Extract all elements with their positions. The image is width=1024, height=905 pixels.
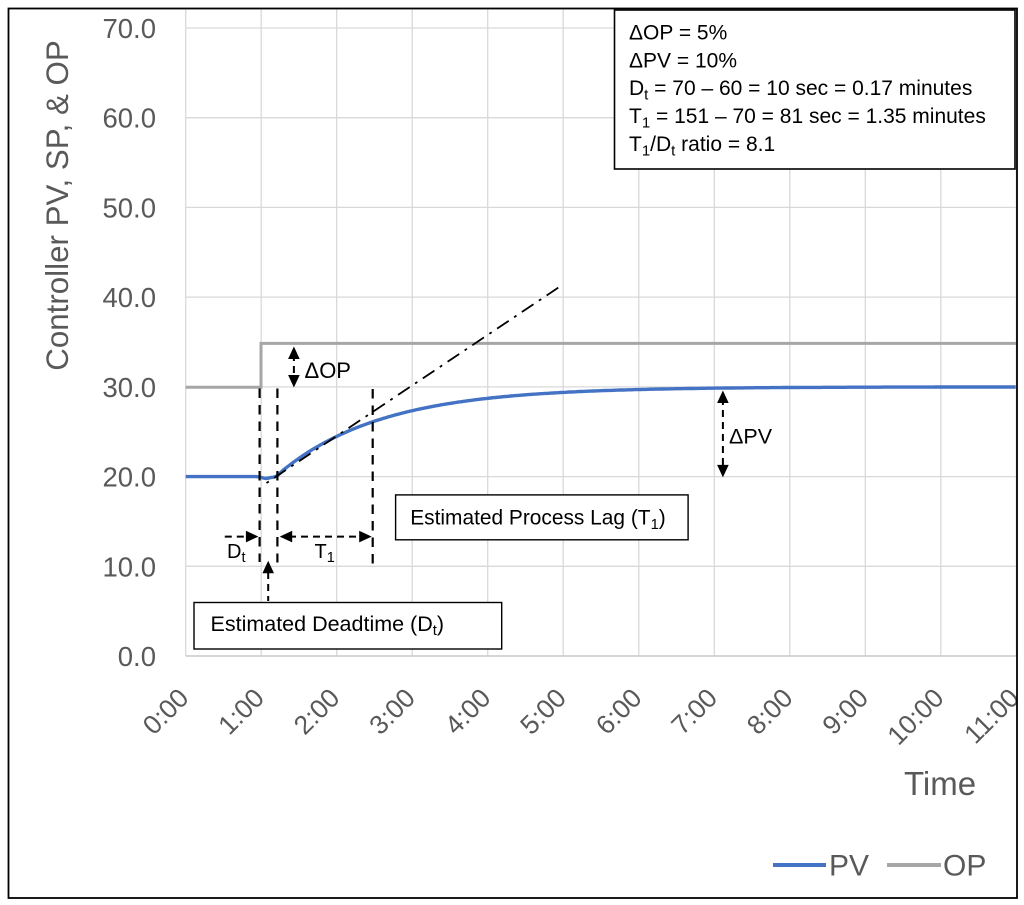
svg-text:ΔPV = 10%: ΔPV = 10% <box>629 50 737 73</box>
svg-text:Dt: Dt <box>227 541 245 566</box>
svg-text:20.0: 20.0 <box>102 462 156 493</box>
svg-text:0.0: 0.0 <box>118 641 156 672</box>
svg-text:10.0: 10.0 <box>102 551 156 582</box>
svg-text:PV: PV <box>829 850 869 883</box>
svg-text:T1​ = 151 – 70 = 81 sec = 1.35: T1​ = 151 – 70 = 81 sec = 1.35 minutes <box>629 105 986 132</box>
svg-text:ΔOP: ΔOP <box>305 358 351 383</box>
svg-text:OP: OP <box>943 850 986 883</box>
svg-text:30.0: 30.0 <box>102 372 156 403</box>
svg-text:ΔOP = 5%: ΔOP = 5% <box>629 21 727 44</box>
svg-text:40.0: 40.0 <box>102 282 156 313</box>
svg-text:70.0: 70.0 <box>102 13 156 44</box>
svg-text:60.0: 60.0 <box>102 103 156 134</box>
svg-text:ΔPV: ΔPV <box>729 425 773 449</box>
svg-text:Controller PV, SP, & OP: Controller PV, SP, & OP <box>40 40 75 371</box>
svg-text:Dt​ = 70 – 60 = 10 sec = 0.17: Dt​ = 70 – 60 = 10 sec = 0.17 minutes <box>629 77 972 104</box>
svg-text:T1​/Dt​ ratio = 8.1: T1​/Dt​ ratio = 8.1 <box>629 133 775 160</box>
svg-text:Time: Time <box>904 765 976 802</box>
svg-text:Estimated Deadtime (Dt​): Estimated Deadtime (Dt​) <box>211 612 445 639</box>
svg-text:50.0: 50.0 <box>102 192 156 223</box>
svg-text:Estimated Process Lag (T1​): Estimated Process Lag (T1​) <box>410 507 666 533</box>
